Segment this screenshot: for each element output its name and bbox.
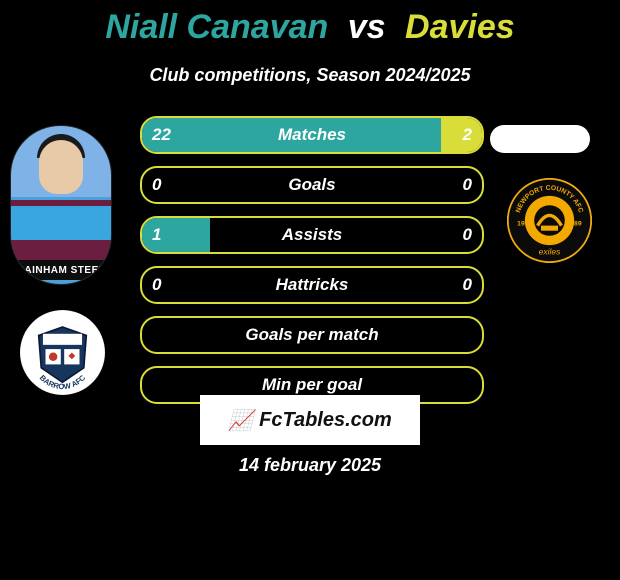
- brand-badge[interactable]: 📈 FcTables.com: [200, 395, 420, 445]
- stat-value-right: 0: [463, 268, 472, 302]
- club-crest-right: NEWPORT COUNTY AFC 1912 1989 exiles: [507, 178, 592, 263]
- crest-right-year-left: 1912: [517, 221, 532, 228]
- player-photo-right-placeholder: [490, 125, 590, 153]
- brand-text: FcTables.com: [259, 409, 392, 432]
- stat-label: Goals per match: [142, 318, 482, 352]
- club-crest-left: BARROW AFC: [20, 310, 105, 395]
- comparison-date: 14 february 2025: [0, 455, 620, 476]
- stat-label: Matches: [142, 118, 482, 152]
- brand-chart-icon: 📈: [228, 408, 253, 433]
- player-left-sponsor-text: RAINHAM STEEL: [11, 260, 111, 280]
- stat-value-right: 0: [463, 168, 472, 202]
- stat-row: 0Goals0: [140, 166, 484, 204]
- title-right-player: Davies: [405, 8, 515, 46]
- stats-list: 22Matches20Goals01Assists00Hattricks0Goa…: [140, 116, 480, 416]
- crest-right-year-right: 1989: [567, 221, 582, 228]
- subtitle: Club competitions, Season 2024/2025: [0, 65, 620, 86]
- stat-value-right: 0: [463, 218, 472, 252]
- stat-row: 22Matches2: [140, 116, 484, 154]
- stat-row: Goals per match: [140, 316, 484, 354]
- stat-row: 1Assists0: [140, 216, 484, 254]
- stat-value-right: 2: [463, 118, 472, 152]
- comparison-title: Niall Canavan vs Davies: [0, 0, 620, 47]
- stat-label: Goals: [142, 168, 482, 202]
- title-left-player: Niall Canavan: [105, 8, 328, 46]
- crest-right-motto: exiles: [539, 247, 561, 257]
- stat-label: Hattricks: [142, 268, 482, 302]
- stat-row: 0Hattricks0: [140, 266, 484, 304]
- title-vs: vs: [348, 8, 386, 46]
- stat-label: Assists: [142, 218, 482, 252]
- player-photo-left: RAINHAM STEEL: [10, 125, 112, 285]
